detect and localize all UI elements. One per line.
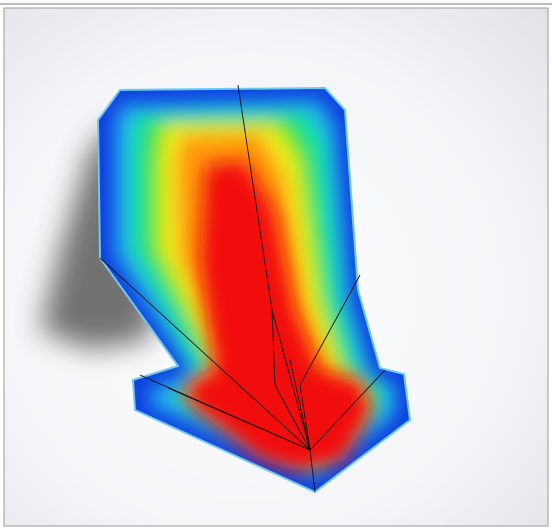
stress-plot — [98, 88, 410, 492]
mesh-edges — [99, 84, 386, 493]
part-outline — [96, 86, 412, 494]
heat-red — [185, 160, 372, 472]
